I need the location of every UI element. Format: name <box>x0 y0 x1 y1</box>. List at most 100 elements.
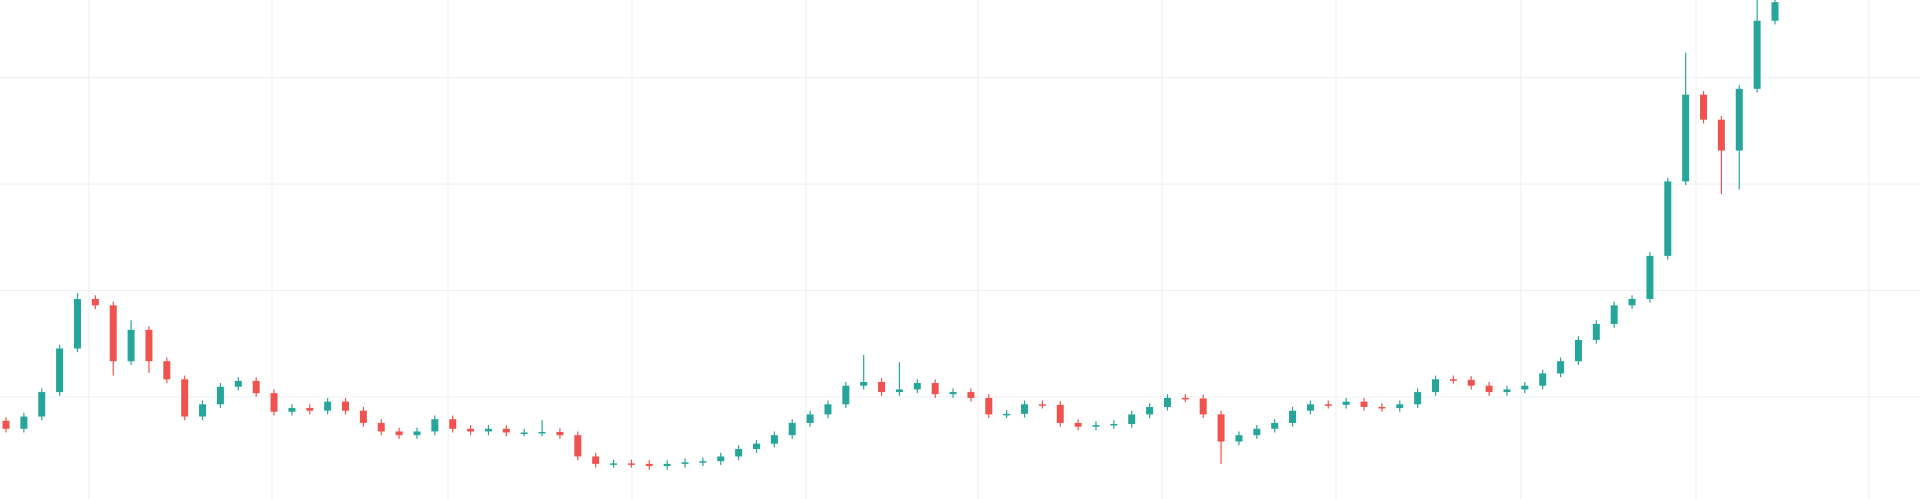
candle-body <box>1539 373 1547 386</box>
candle-body <box>216 386 224 405</box>
candle-body <box>770 435 778 444</box>
candle-body <box>985 397 993 415</box>
candle-body <box>1289 410 1297 423</box>
candle-body <box>1199 398 1207 415</box>
candle-body <box>1163 397 1171 407</box>
candle-body <box>860 381 868 386</box>
candle-body <box>127 329 135 362</box>
candle-body <box>610 463 618 465</box>
candle-body <box>949 392 957 395</box>
candle-body <box>342 401 350 411</box>
candle-body <box>306 408 314 411</box>
candle-body <box>252 380 260 394</box>
candle-body <box>181 379 189 417</box>
candle-body <box>1467 379 1475 386</box>
candle-body <box>359 410 367 423</box>
candle-body <box>1056 404 1064 423</box>
candle-body <box>467 428 475 432</box>
candle-body <box>2 420 10 429</box>
candle-body <box>1038 404 1046 406</box>
candle-body <box>1235 435 1243 442</box>
candle-body <box>895 389 903 393</box>
candle-body <box>1610 305 1618 324</box>
candle-body <box>806 414 814 423</box>
candle-body <box>1503 389 1511 393</box>
candle-body <box>163 361 171 380</box>
candle-body <box>520 432 528 435</box>
candle-body <box>270 393 278 412</box>
candle-body <box>56 348 64 393</box>
candle-body <box>824 404 832 415</box>
candle-body <box>1449 379 1457 381</box>
candle-body <box>413 431 421 436</box>
candle-body <box>735 448 743 457</box>
candle-body <box>967 392 975 398</box>
candle-body <box>20 416 28 429</box>
candle-body <box>681 462 689 464</box>
candle-body <box>324 401 332 411</box>
candle-body <box>1664 181 1672 256</box>
candle-body <box>1146 406 1154 415</box>
candle-body <box>878 381 886 393</box>
candle-body <box>913 383 921 390</box>
candle-body <box>663 463 671 467</box>
candle-body <box>538 431 546 434</box>
candle-body <box>592 456 600 464</box>
candle-body <box>199 404 207 417</box>
candle-body <box>1092 425 1100 427</box>
candle-body <box>1128 414 1136 424</box>
candle-body <box>502 428 510 433</box>
candle-body <box>699 461 707 463</box>
candle-body <box>1396 404 1404 409</box>
candle-body <box>234 380 242 387</box>
candle-body <box>1557 361 1565 374</box>
candle-body <box>1682 94 1690 182</box>
candle-body <box>1074 422 1082 427</box>
time-grid <box>88 0 1870 499</box>
candle-body <box>431 419 439 432</box>
candle-body <box>1253 428 1261 436</box>
candle-body <box>1342 401 1350 405</box>
candle-body <box>556 431 564 436</box>
candle-body <box>1592 323 1600 340</box>
candle-body <box>1431 379 1439 393</box>
candle-body <box>73 298 81 349</box>
candle-body <box>1521 385 1529 390</box>
candle-body <box>931 383 939 395</box>
candle-body <box>842 385 850 405</box>
candle-body <box>1181 397 1189 400</box>
candle-body <box>1735 88 1743 151</box>
candle-body <box>627 463 635 465</box>
candle-body <box>1717 119 1725 151</box>
candle-body <box>1574 339 1582 362</box>
candle-body <box>1003 413 1011 416</box>
candle-body <box>1378 406 1386 409</box>
candle-body <box>1646 255 1654 299</box>
candle-body <box>1628 298 1636 306</box>
candle-body <box>1110 423 1118 426</box>
candle-body <box>1414 392 1422 405</box>
candle-body <box>1306 404 1314 411</box>
candle-body <box>377 422 385 432</box>
candle-body <box>1771 2 1779 21</box>
candle-body <box>484 428 492 432</box>
candle-body <box>1753 20 1761 89</box>
candle-body <box>395 431 403 436</box>
candle-body <box>717 456 725 462</box>
candle-body <box>145 329 153 362</box>
candle-body <box>288 408 296 412</box>
candle-body <box>38 392 46 417</box>
candle-body <box>788 422 796 436</box>
candle-body <box>1324 404 1332 406</box>
candle-body <box>1700 94 1708 120</box>
candle-body <box>1360 401 1368 407</box>
candle-body <box>109 305 117 362</box>
candle-body <box>91 298 99 306</box>
candle-body <box>449 419 457 429</box>
candle-body <box>645 463 653 467</box>
candle-body <box>1021 404 1029 414</box>
candle-body <box>1485 385 1493 393</box>
candle-body <box>752 443 760 449</box>
